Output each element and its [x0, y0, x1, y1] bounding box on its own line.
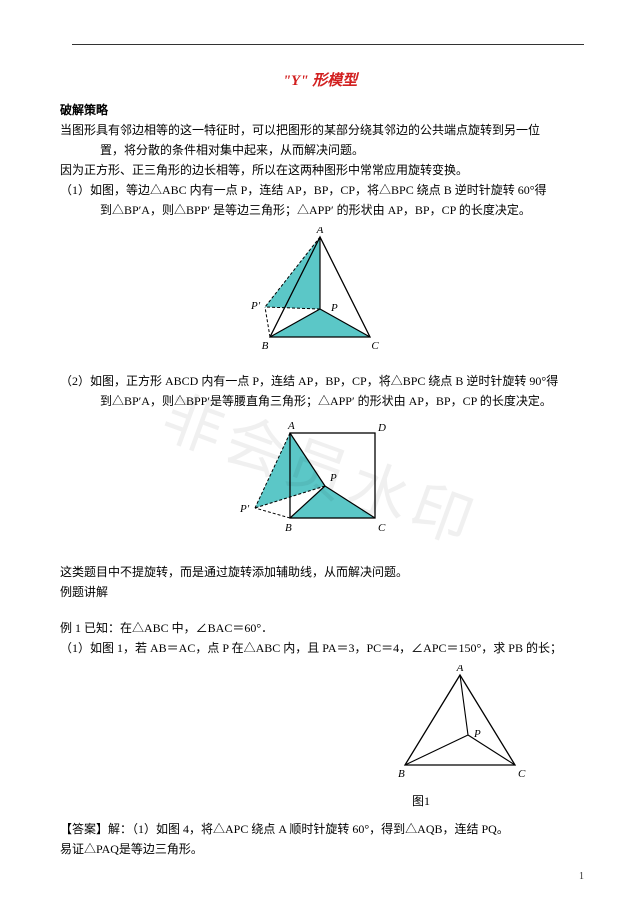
- para-4a: （2）如图，正方形 ABCD 内有一点 P，连结 AP，BP，CP，将△BPC …: [60, 372, 580, 390]
- label-C: C: [518, 768, 526, 780]
- page-number: 1: [579, 869, 584, 884]
- para-5: 这类题目中不提旋转，而是通过旋转添加辅助线，从而解决问题。: [60, 563, 580, 581]
- para-1b: 置，将分散的条件相对集中起来，从而解决问题。: [60, 141, 580, 159]
- label-A: A: [456, 665, 464, 674]
- para-4b: 到△BP′A，则△BPP′是等腰直角三角形；△APP′ 的形状由 AP，BP，C…: [60, 392, 580, 410]
- example-1a: 例 1 已知：在△ABC 中，∠BAC＝60°．: [60, 619, 580, 637]
- figure-2: A D B C P P′: [60, 418, 580, 553]
- top-rule: [72, 44, 584, 45]
- label-B: B: [285, 522, 292, 534]
- answer-2: 易证△PAQ是等边三角形。: [60, 840, 580, 858]
- section-head: 破解策略: [60, 101, 580, 119]
- label-B: B: [262, 340, 269, 352]
- figure-3: A B C P 图1: [60, 665, 580, 810]
- triangle-diagram-3: A B C P: [390, 665, 530, 785]
- label-B: B: [398, 768, 405, 780]
- label-D: D: [377, 422, 386, 434]
- label-P: P: [330, 302, 338, 314]
- page-title: "Y" 形模型: [60, 70, 580, 93]
- para-2: 因为正方形、正三角形的边长相等，所以在这两种图形中常常应用旋转变换。: [60, 161, 580, 179]
- answer-1: 【答案】解：（1）如图 4，将△APC 绕点 A 顺时针旋转 60°，得到△AQ…: [60, 820, 580, 838]
- label-P: P: [329, 472, 337, 484]
- para-6: 例题讲解: [60, 583, 580, 601]
- label-Pp: P′: [239, 503, 250, 515]
- label-A: A: [316, 227, 324, 236]
- label-A: A: [287, 420, 295, 432]
- triangle-diagram-1: A B C P P′: [235, 227, 405, 357]
- label-P: P: [473, 728, 481, 740]
- example-1b: （1）如图 1，若 AB＝AC，点 P 在△ABC 内，且 PA＝3，PC＝4，…: [60, 639, 580, 657]
- para-3b: 到△BP′A，则△BPP′ 是等边三角形；△APP′ 的形状由 AP，BP，CP…: [60, 201, 580, 219]
- square-diagram: A D B C P P′: [230, 418, 410, 548]
- figure-1: A B C P P′: [60, 227, 580, 362]
- label-Pp: P′: [250, 300, 261, 312]
- label-C: C: [378, 522, 386, 534]
- label-C: C: [371, 340, 379, 352]
- para-1: 当图形具有邻边相等的这一特征时，可以把图形的某部分绕其邻边的公共端点旋转到另一位: [60, 121, 580, 139]
- para-3a: （1）如图，等边△ABC 内有一点 P，连结 AP，BP，CP，将△BPC 绕点…: [60, 181, 580, 199]
- figure-3-caption: 图1: [60, 792, 530, 810]
